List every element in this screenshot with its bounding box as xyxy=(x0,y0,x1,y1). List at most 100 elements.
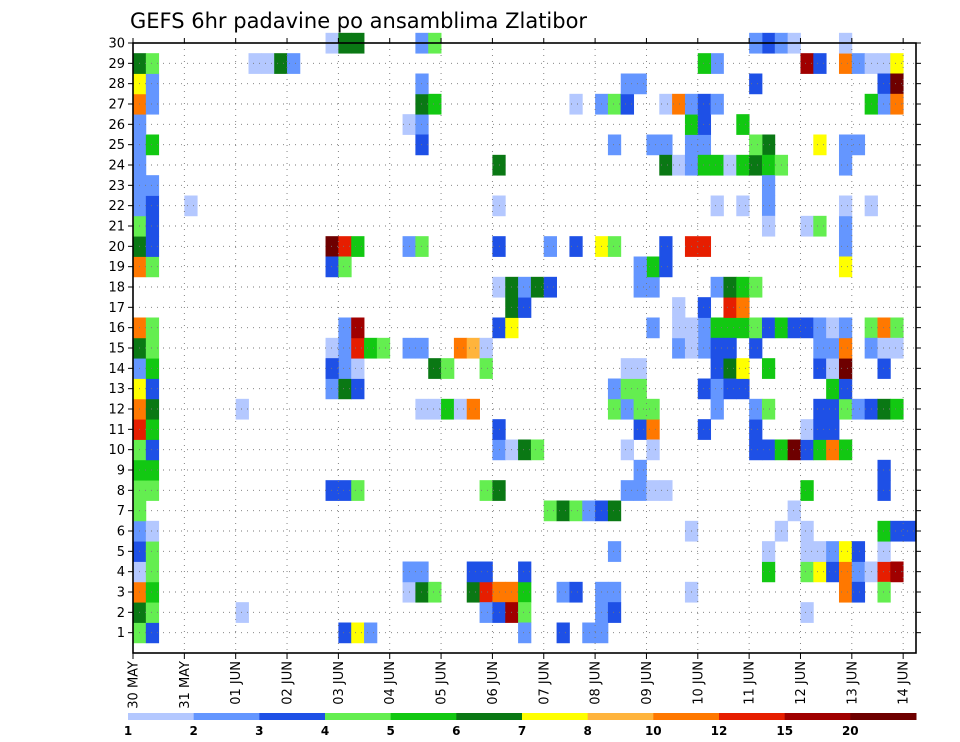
heatmap-cell xyxy=(659,236,673,257)
heatmap-cell xyxy=(723,337,737,359)
colorbar-label: 5 xyxy=(387,724,395,738)
y-tick-label: 15 xyxy=(108,342,125,357)
heatmap-cell xyxy=(633,358,647,379)
heatmap-cell xyxy=(736,317,750,339)
heatmap-cell xyxy=(466,581,480,603)
x-tick-label: 04 JUN xyxy=(383,661,398,705)
heatmap-cell xyxy=(633,73,647,95)
heatmap-cell xyxy=(415,398,429,420)
heatmap-cell xyxy=(813,541,827,562)
heatmap-cell xyxy=(646,276,660,298)
heatmap-cell xyxy=(851,134,866,156)
heatmap-cell xyxy=(813,419,827,440)
heatmap-cell xyxy=(659,93,673,115)
heatmap-cell xyxy=(890,73,904,95)
heatmap-cell xyxy=(633,419,647,440)
heatmap-cell xyxy=(736,378,750,400)
heatmap-cell xyxy=(749,317,763,339)
heatmap-cell xyxy=(877,53,891,74)
heatmap-cell xyxy=(800,439,814,461)
heatmap-cell xyxy=(800,541,814,562)
colorbar-swatch xyxy=(325,713,392,720)
x-tick-label: 05 JUN xyxy=(435,661,450,705)
heatmap-cell xyxy=(145,439,160,461)
y-tick-label: 3 xyxy=(117,586,125,601)
heatmap-cell xyxy=(633,398,647,420)
heatmap-cell xyxy=(697,297,712,318)
y-tick-label: 23 xyxy=(108,179,125,194)
heatmap-cell xyxy=(441,398,455,420)
heatmap-cell xyxy=(428,93,442,115)
heatmap-cell xyxy=(723,358,737,379)
heatmap-cell xyxy=(749,276,763,298)
heatmap-cell xyxy=(736,154,750,176)
heatmap-cell xyxy=(826,541,840,562)
heatmap-cell xyxy=(633,480,647,501)
heatmap-cell xyxy=(826,317,840,339)
colorbar-label: 12 xyxy=(711,724,728,738)
heatmap-cell xyxy=(903,520,917,542)
heatmap-cell xyxy=(838,378,853,400)
heatmap-cell xyxy=(710,195,724,217)
heatmap-cell xyxy=(569,93,583,115)
heatmap-cell xyxy=(813,337,827,359)
heatmap-cell xyxy=(736,114,750,135)
colorbar-label: 20 xyxy=(842,724,859,738)
heatmap-cell xyxy=(723,276,737,298)
heatmap-cell xyxy=(749,337,763,359)
x-tick-label: 09 JUN xyxy=(640,661,655,705)
heatmap-cell xyxy=(877,541,891,562)
colorbar-label: 8 xyxy=(584,724,592,738)
y-tick-label: 12 xyxy=(108,403,125,418)
heatmap-cell xyxy=(633,459,647,481)
heatmap-cell xyxy=(800,53,814,74)
heatmap-cell xyxy=(877,459,891,481)
heatmap-cell xyxy=(838,439,853,461)
colorbar-label: 7 xyxy=(518,724,526,738)
y-tick-label: 16 xyxy=(108,321,125,336)
x-tick-label: 03 JUN xyxy=(332,661,347,705)
chart-title: GEFS 6hr padavine po ansamblima Zlatibor xyxy=(130,9,587,33)
heatmap-cell xyxy=(364,337,378,359)
heatmap-cell xyxy=(620,480,635,501)
heatmap-cell xyxy=(723,378,737,400)
y-tick-label: 26 xyxy=(108,118,125,133)
heatmap-cell xyxy=(145,215,160,237)
heatmap-cell xyxy=(800,520,814,542)
heatmap-cell xyxy=(826,358,840,379)
colorbar-swatch xyxy=(587,713,654,720)
colorbar-swatch xyxy=(850,713,917,720)
heatmap-cell xyxy=(453,337,468,359)
heatmap-cell xyxy=(479,561,493,583)
heatmap-cell xyxy=(761,134,776,156)
heatmap-cell xyxy=(466,398,480,420)
heatmap-cell xyxy=(620,358,635,379)
heatmap-cell xyxy=(723,297,737,318)
x-tick-label: 08 JUN xyxy=(589,661,604,705)
y-tick-label: 29 xyxy=(108,57,125,72)
heatmap-cell xyxy=(710,154,724,176)
heatmap-cell xyxy=(672,337,686,359)
heatmap-cell xyxy=(877,581,891,603)
heatmap-cell xyxy=(749,398,763,420)
colorbar-label: 4 xyxy=(321,724,329,738)
heatmap-cell xyxy=(415,581,429,603)
heatmap-cell xyxy=(325,358,339,379)
heatmap-cell xyxy=(325,378,339,400)
heatmap-cell xyxy=(877,561,891,583)
heatmap-cell xyxy=(569,500,583,522)
x-tick-label: 12 JUN xyxy=(794,661,809,705)
heatmap-cell xyxy=(325,337,339,359)
heatmap-cell xyxy=(415,114,429,135)
heatmap-cell xyxy=(325,236,339,257)
heatmap-cells xyxy=(133,32,917,644)
heatmap-cell xyxy=(697,154,712,176)
colorbar-swatch xyxy=(522,713,589,720)
heatmap-cell xyxy=(697,134,712,156)
heatmap-cell xyxy=(145,622,160,644)
heatmap-cell xyxy=(749,439,763,461)
colorbar-label: 3 xyxy=(255,724,263,738)
heatmap-cell xyxy=(338,480,352,501)
colorbar-swatch xyxy=(456,713,523,720)
heatmap-cell xyxy=(145,134,160,156)
